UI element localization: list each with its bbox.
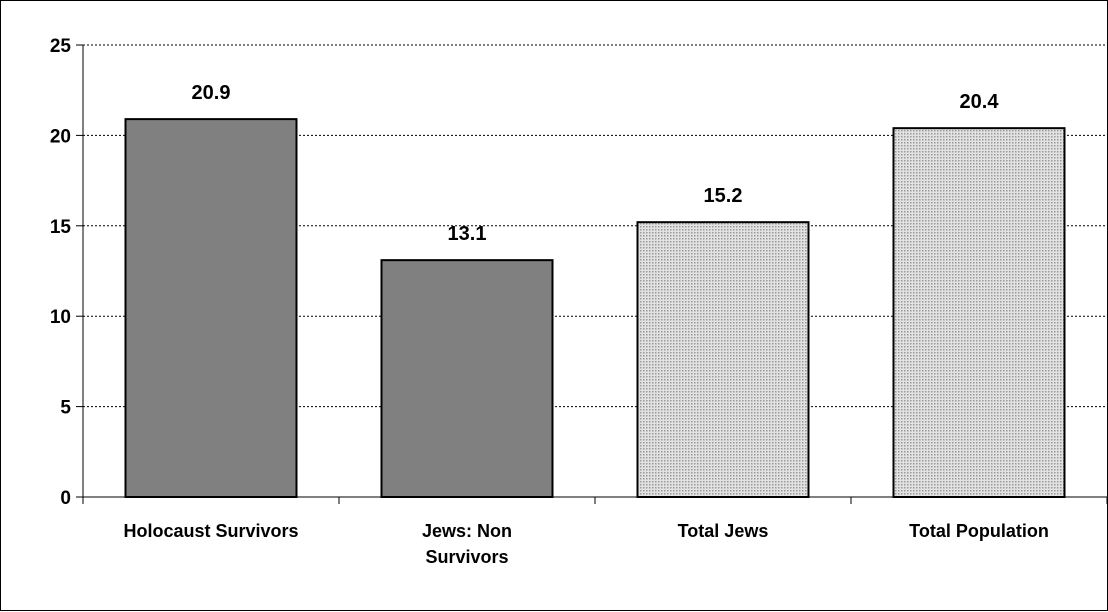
category-label-3: Total Jews [678, 521, 769, 541]
category-label-4: Total Population [909, 521, 1049, 541]
y-tick-label-10: 10 [50, 307, 71, 328]
category-label-2-line-2: Survivors [425, 547, 508, 567]
y-tick-label-0: 0 [60, 488, 71, 509]
bar-2 [380, 259, 554, 499]
bar-4 [892, 127, 1066, 498]
y-tick-label-5: 5 [60, 398, 71, 419]
value-label-1: 20.9 [192, 82, 231, 104]
bars [124, 118, 1066, 499]
labels: 0 5 10 15 20 25 20.9 Holocaust Survivors 13.1 Jew… [50, 36, 1049, 567]
y-tick-label-20: 20 [50, 126, 71, 147]
axes [76, 44, 1108, 504]
category-label-1: Holocaust Survivors [123, 521, 298, 541]
gridlines [83, 44, 1108, 408]
value-label-2: 13.1 [448, 223, 487, 245]
y-tick-label-25: 25 [50, 36, 72, 57]
value-label-3: 15.2 [704, 185, 743, 207]
y-tick-label-15: 15 [50, 217, 72, 238]
category-label-2-line-1: Jews: Non [422, 521, 512, 541]
value-label-4: 20.4 [960, 91, 1000, 113]
bar-3 [636, 221, 810, 499]
bar-1 [124, 118, 298, 499]
